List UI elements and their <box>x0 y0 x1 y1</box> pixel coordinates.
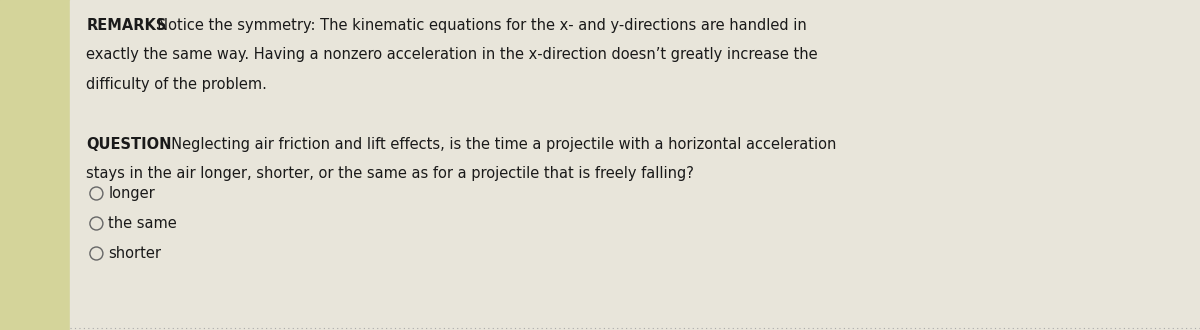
Text: difficulty of the problem.: difficulty of the problem. <box>86 77 268 92</box>
Text: exactly the same way. Having a nonzero acceleration in the x-direction doesn’t g: exactly the same way. Having a nonzero a… <box>86 48 818 62</box>
Text: REMARKS: REMARKS <box>86 18 167 33</box>
Text: Notice the symmetry: The kinematic equations for the x- and y-directions are han: Notice the symmetry: The kinematic equat… <box>149 18 808 33</box>
Text: the same: the same <box>108 216 178 231</box>
Text: QUESTION: QUESTION <box>86 137 172 151</box>
Bar <box>0 0 70 330</box>
Text: stays in the air longer, shorter, or the same as for a projectile that is freely: stays in the air longer, shorter, or the… <box>86 166 695 181</box>
Text: longer: longer <box>108 186 155 201</box>
Text: Neglecting air friction and lift effects, is the time a projectile with a horizo: Neglecting air friction and lift effects… <box>162 137 836 151</box>
Text: shorter: shorter <box>108 246 161 261</box>
